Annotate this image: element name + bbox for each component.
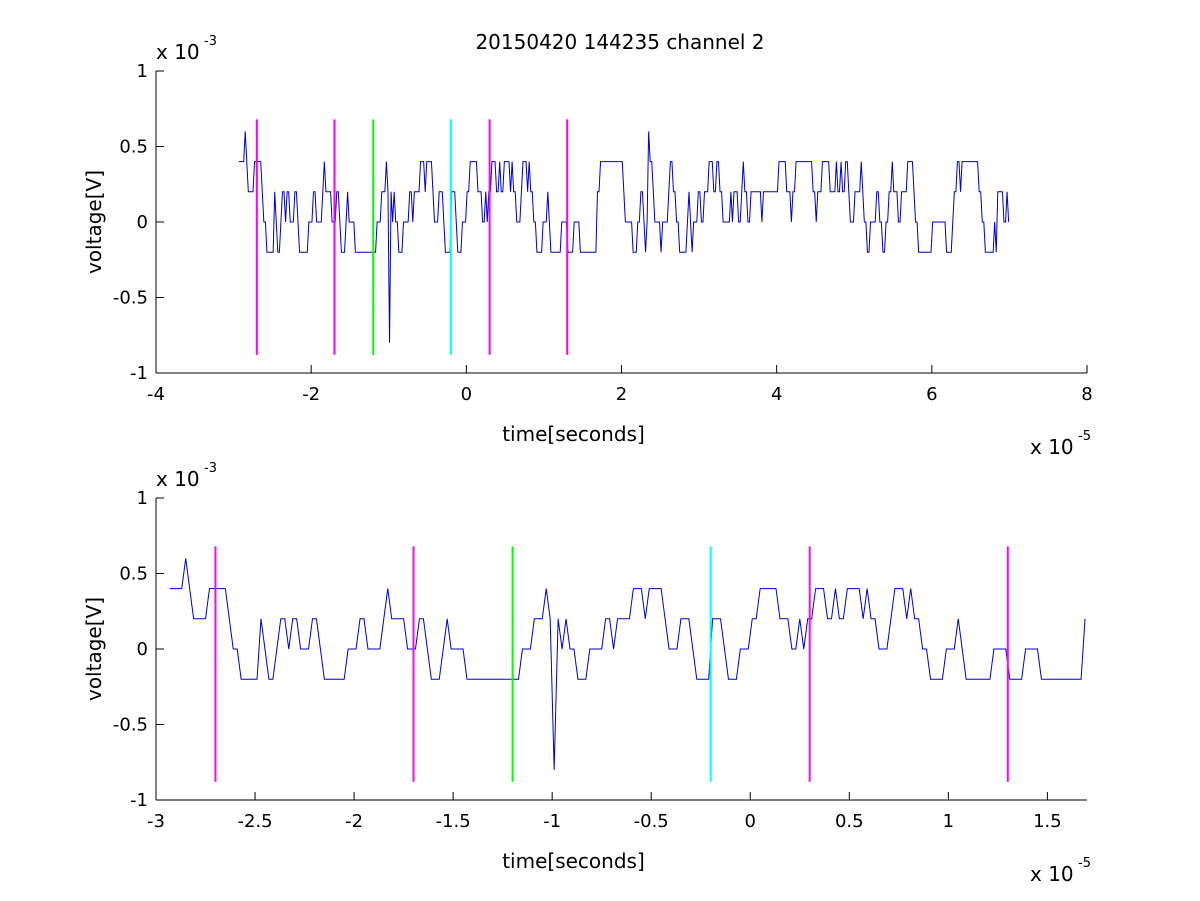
y-axis-label: voltage[V] [82, 170, 106, 274]
x-tick-label: -2 [302, 384, 320, 405]
y-tick-label: 0 [137, 212, 148, 233]
y-tick-label: -0.5 [113, 288, 148, 309]
x-axis-label: time[seconds] [502, 422, 645, 446]
x-tick-label: 0 [461, 384, 472, 405]
y-tick-label: 1 [137, 488, 148, 509]
x-tick-label: -4 [147, 384, 165, 405]
x-multiplier-exponent: -5 [1078, 856, 1091, 871]
y-tick-label: 1 [137, 61, 148, 82]
y-multiplier-exponent: -3 [204, 34, 217, 49]
y-multiplier: x 10 [156, 40, 200, 64]
y-tick-label: -1 [130, 790, 148, 811]
chart-panel-1: 1 0.5 0 -0.5 -1-4 -2 0 2 4 6 8 time[seconds] voltage… [82, 30, 1093, 459]
voltage-trace [169, 558, 1086, 770]
x-tick-label: 1 [943, 811, 954, 832]
y-tick-label: 0.5 [119, 137, 148, 158]
x-tick-label: -3 [147, 811, 165, 832]
x-multiplier: x 10 [1030, 862, 1074, 886]
x-tick-label: -2.5 [237, 811, 272, 832]
y-multiplier: x 10 [156, 467, 200, 491]
x-tick-label: 6 [926, 384, 937, 405]
x-tick-label: 2 [616, 384, 627, 405]
x-tick-label: 4 [771, 384, 782, 405]
x-tick-label: 8 [1081, 384, 1092, 405]
x-tick-label: -1.5 [436, 811, 471, 832]
x-tick-label: -0.5 [634, 811, 669, 832]
y-tick-label: 0.5 [119, 564, 148, 585]
x-tick-label: 0.5 [835, 811, 864, 832]
x-tick-label: 1.5 [1033, 811, 1062, 832]
x-axis-label: time[seconds] [502, 849, 645, 873]
chart-panel-2: 10.50-0.5-1-3 -2.5 -2 -1.5 -1 -0.5 0 0.5 1 1.5tim… [82, 461, 1091, 886]
x-tick-label: -2 [345, 811, 363, 832]
y-multiplier-exponent: -3 [204, 461, 217, 476]
y-tick-label: -0.5 [113, 715, 148, 736]
y-axis-label: voltage[V] [82, 597, 106, 701]
x-multiplier: x 10 [1030, 435, 1074, 459]
y-tick-label: -1 [130, 363, 148, 384]
y-tick-label: 0 [137, 639, 148, 660]
voltage-trace [239, 131, 1010, 343]
x-tick-label: 0 [745, 811, 756, 832]
x-multiplier-exponent: -5 [1078, 429, 1091, 444]
x-tick-label: -1 [543, 811, 561, 832]
chart-title: 20150420 144235 channel 2 [475, 30, 764, 54]
